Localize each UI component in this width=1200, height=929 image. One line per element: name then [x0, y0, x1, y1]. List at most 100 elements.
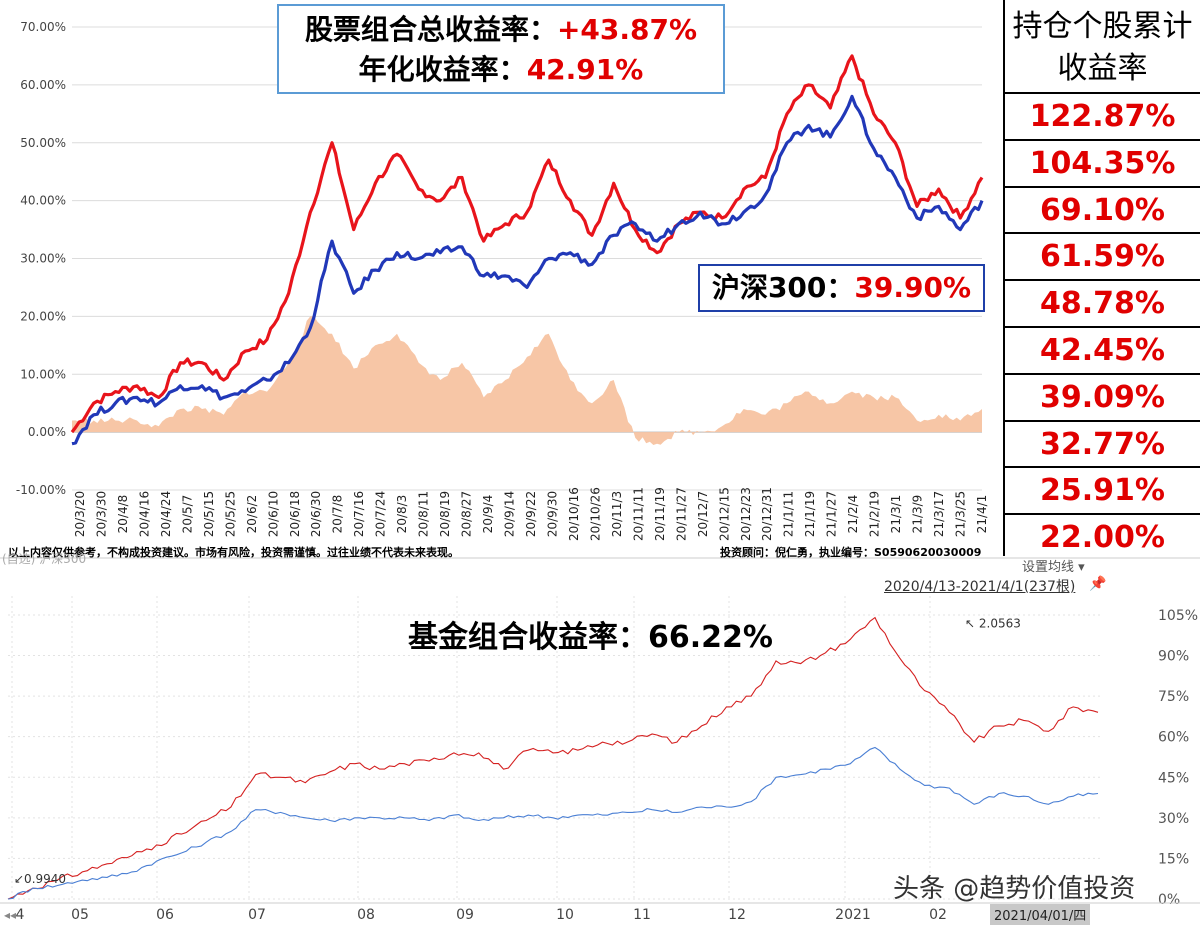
x-tick-label: 20/6/10 [266, 491, 280, 537]
x-tick-label: 20/11/3 [610, 491, 624, 537]
y-tick-label: 45% [1158, 770, 1189, 786]
portfolio-chart-panel: 70.00% 60.00% 50.00% 40.00% 30.00% 20.00% 10.0… [0, 0, 1003, 548]
portfolio-annual-return: 年化收益率：42.91% [279, 50, 723, 90]
y-tick-label: 0.00% [28, 425, 66, 439]
x-tick-label: 20/9/22 [524, 491, 538, 537]
x-tick-label: 20/3/20 [73, 491, 87, 537]
holding-return-cell: 48.78% [1005, 281, 1200, 328]
holding-return-cell: 42.45% [1005, 328, 1200, 375]
x-tick-label: 20/9/4 [481, 495, 495, 534]
x-tick-label: 20/6/2 [245, 495, 259, 534]
x-tick-label: 20/7/16 [352, 491, 366, 537]
holding-return-cell: 25.91% [1005, 468, 1200, 516]
hs300-return-box: 沪深300：39.90% [698, 264, 985, 312]
holdings-table-header: 持仓个股累计收益率 [1005, 0, 1200, 94]
y-tick-label: 15% [1158, 851, 1189, 867]
fund-chart-panel: 105% 90% 75% 60% 45% 30% 15% 0% 4 05 06 07 08 09 10 11 1… [0, 552, 1200, 929]
hs300-return-label: 沪深300： [711, 271, 855, 304]
x-tick-label: 02 [929, 907, 947, 923]
watermark: 头条 @趋势价值投资 [893, 874, 1136, 904]
x-tick-label: 20/5/25 [223, 491, 237, 537]
y-tick-label: 75% [1158, 689, 1189, 705]
hs300-return-line [71, 94, 984, 446]
x-tick-label: 08 [357, 907, 375, 923]
x-tick-label: 20/5/15 [202, 491, 216, 537]
x-tick-label: 20/9/30 [545, 491, 559, 537]
x-tick-label: 20/12/7 [696, 491, 710, 537]
y-tick-label: 40.00% [20, 194, 66, 208]
x-tick-label: 20/10/16 [567, 487, 581, 541]
portfolio-total-return-value: +43.87% [556, 13, 698, 46]
y-tick-label: 60.00% [20, 78, 66, 92]
x-tick-label: 21/1/27 [825, 491, 839, 537]
x-tick-label: 20/11/19 [653, 487, 667, 541]
portfolio-annual-return-value: 42.91% [526, 53, 644, 86]
x-tick-label: 20/4/16 [137, 491, 151, 537]
x-tick-label: 21/3/25 [954, 491, 968, 537]
x-tick-label: 21/3/17 [932, 491, 946, 537]
holding-return-cell: 32.77% [1005, 422, 1200, 469]
holding-return-cell: 104.35% [1005, 141, 1200, 188]
x-tick-label: 20/7/8 [331, 495, 345, 534]
portfolio-annual-return-label: 年化收益率： [358, 53, 527, 86]
x-tick-label: 20/4/24 [159, 491, 173, 537]
excess-return-area [72, 316, 982, 445]
holding-return-cell: 22.00% [1040, 520, 1165, 556]
date-range-label[interactable]: 2020/4/13-2021/4/1(237根) [884, 579, 1076, 595]
x-tick-label: 21/1/11 [782, 491, 796, 537]
x-tick-label: 21/2/19 [868, 491, 882, 537]
y-tick-label: 90% [1158, 649, 1189, 665]
portfolio-total-return: 股票组合总收益率：+43.87% [279, 10, 723, 50]
x-tick-label: 20/12/15 [717, 487, 731, 541]
current-date-badge: 2021/04/01/四 [990, 904, 1091, 925]
fund-return-title: 基金组合收益率：66.22% [408, 620, 773, 655]
y-tick-label: 30% [1158, 811, 1189, 827]
x-tick-label: 20/12/23 [739, 487, 753, 541]
y-tick-label: 70.00% [20, 20, 66, 34]
portfolio-total-return-label: 股票组合总收益率： [304, 13, 557, 46]
holding-return-cell: 39.09% [1005, 375, 1200, 422]
y-tick-label: 50.00% [20, 136, 66, 150]
x-tick-label: 09 [456, 907, 474, 923]
holding-return-cell: 122.87% [1005, 94, 1200, 141]
hs300-return-value: 39.90% [854, 271, 972, 304]
x-tick-label: 21/1/19 [803, 491, 817, 537]
fund-return-line [7, 616, 1099, 900]
x-tick-label: 20/8/3 [395, 495, 409, 534]
x-tick-label: 20/12/31 [760, 487, 774, 541]
x-tick-label: 2021 [835, 907, 871, 923]
portfolio-chart-svg: 70.00% 60.00% 50.00% 40.00% 30.00% 20.00% 10.0… [16, 20, 989, 541]
x-tick-label: 4 [16, 907, 25, 923]
x-tick-label: 20/8/19 [438, 491, 452, 537]
x-tick-label: 20/9/14 [503, 491, 517, 537]
holding-return-cell: 69.10% [1005, 188, 1200, 235]
portfolio-return-line [70, 54, 984, 434]
holdings-return-table: 持仓个股累计收益率 122.87% 104.35% 69.10% 61.59% … [1003, 0, 1200, 556]
ma-settings-button[interactable]: 设置均线 ▾ [1022, 560, 1085, 575]
x-tick-label: 20/4/8 [116, 495, 130, 534]
x-tick-label: 21/3/1 [889, 495, 903, 534]
y-tick-label: 10.00% [20, 367, 66, 381]
start-value-label: ↙0.9940 [14, 872, 66, 886]
portfolio-return-box: 股票组合总收益率：+43.87% 年化收益率：42.91% [277, 4, 725, 94]
fund-chart-svg: 105% 90% 75% 60% 45% 30% 15% 0% 4 05 06 07 08 09 10 11 1… [0, 557, 1200, 923]
hs300-line [7, 746, 1099, 900]
x-tick-label: 20/6/18 [288, 491, 302, 537]
x-tick-label: 20/8/11 [417, 491, 431, 537]
x-tick-label: 20/10/26 [588, 487, 602, 541]
x-tick-label: 05 [71, 907, 89, 923]
pin-icon: 📌 [1089, 574, 1107, 592]
x-tick-label: 20/11/11 [631, 487, 645, 541]
x-tick-label: 21/2/4 [846, 495, 860, 534]
legend-faint: (自选) 沪深300 [2, 552, 87, 566]
peak-value-label: ↖ 2.0563 [965, 617, 1021, 631]
holding-return-cell: 61.59% [1005, 234, 1200, 282]
x-tick-label: 11 [633, 907, 651, 923]
x-tick-label: 20/11/27 [674, 487, 688, 541]
x-tick-label: 10 [556, 907, 574, 923]
disclaimer-text: 以上内容仅供参考，不构成投资建议。市场有风险，投资需谨慎。过往业绩不代表未来表现… [8, 546, 459, 559]
x-tick-label: 20/8/27 [460, 491, 474, 537]
y-tick-label: 105% [1158, 608, 1198, 624]
x-tick-label: 21/3/9 [911, 495, 925, 534]
y-tick-label: 60% [1158, 730, 1189, 746]
